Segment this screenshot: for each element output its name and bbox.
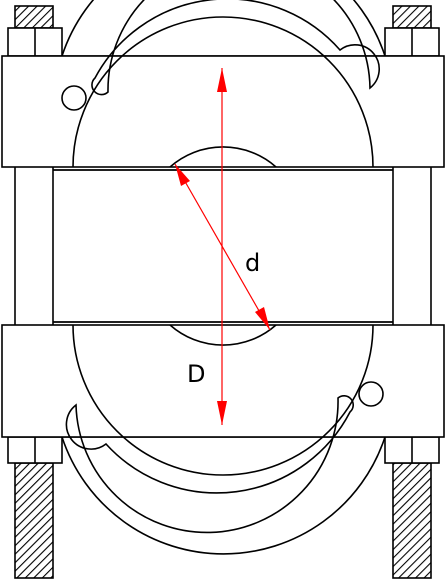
bottom-right-nut [384, 436, 440, 464]
top-outer-arc [60, 0, 387, 57]
outer-diameter-label: D [187, 360, 205, 388]
upper-half-disc [72, 16, 374, 168]
top-right-bolt-thread [392, 5, 432, 29]
bottom-outer-arc [60, 436, 387, 555]
top-left-nut [7, 27, 63, 57]
right-rod [392, 167, 432, 325]
web-fill [54, 171, 392, 321]
bottom-left-nut [7, 436, 63, 464]
bottom-slot [65, 395, 354, 534]
lower-bore-arc [169, 324, 277, 346]
bottom-crossbar [1, 324, 445, 438]
inner-diameter-label: d [245, 249, 260, 277]
bottom-mounting-hole [358, 381, 384, 407]
top-slot [91, 0, 380, 96]
top-crossbar [1, 55, 445, 168]
bottom-right-bolt-thread [392, 462, 432, 579]
upper-bore-arc [169, 146, 277, 168]
lower-half-disc [72, 324, 374, 476]
top-left-bolt-thread [14, 5, 54, 29]
top-right-nut [384, 27, 440, 57]
inner-diameter-dimension [174, 163, 271, 331]
bottom-left-bolt-thread [14, 462, 54, 579]
top-mounting-hole [61, 85, 87, 111]
left-rod [14, 167, 54, 325]
